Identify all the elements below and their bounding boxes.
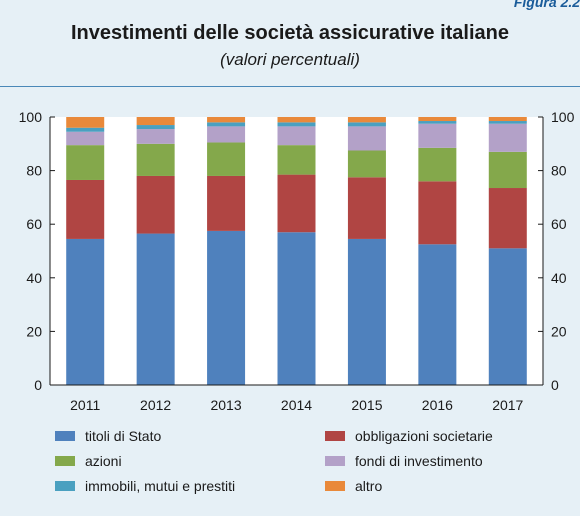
bar-segment bbox=[347, 126, 386, 151]
bar-segment bbox=[207, 230, 246, 385]
legend-swatch bbox=[325, 456, 345, 466]
title-divider bbox=[0, 86, 580, 87]
legend-label: immobili, mutui e prestiti bbox=[85, 478, 236, 494]
y-tick-label-right: 40 bbox=[551, 270, 567, 286]
legend-label: azioni bbox=[85, 453, 122, 469]
bar-segment bbox=[277, 232, 316, 385]
bar-segment bbox=[418, 181, 457, 245]
bar-segment bbox=[136, 125, 175, 130]
bar-segment bbox=[136, 175, 175, 234]
bar-segment bbox=[207, 117, 246, 123]
bar-segment bbox=[418, 123, 457, 148]
x-tick-label: 2016 bbox=[422, 397, 453, 413]
y-tick-label-right: 60 bbox=[551, 216, 567, 232]
y-tick-label-right: 20 bbox=[551, 323, 567, 339]
figure-label: Figura 2.2 bbox=[513, 0, 580, 10]
bar-segment bbox=[277, 126, 316, 146]
y-tick-label-right: 0 bbox=[551, 377, 559, 393]
bar-segment bbox=[66, 131, 105, 146]
bar-segment bbox=[418, 121, 457, 124]
bar-segment bbox=[136, 143, 175, 176]
bar-segment bbox=[66, 145, 105, 180]
bar-segment bbox=[488, 121, 527, 124]
x-tick-label: 2012 bbox=[140, 397, 171, 413]
bar-segment bbox=[66, 127, 105, 132]
y-tick-label-left: 80 bbox=[26, 163, 42, 179]
bar-segment bbox=[136, 129, 175, 144]
bar-segment bbox=[418, 244, 457, 385]
legend-label: titoli di Stato bbox=[85, 428, 162, 444]
y-tick-label-left: 20 bbox=[26, 323, 42, 339]
x-tick-label: 2015 bbox=[351, 397, 382, 413]
legend-swatch bbox=[55, 456, 75, 466]
legend-item: obbligazioni societarie bbox=[325, 427, 493, 445]
legend-label: altro bbox=[355, 478, 383, 494]
bar-segment bbox=[347, 150, 386, 178]
legend-swatch bbox=[325, 431, 345, 441]
y-tick-label-right: 80 bbox=[551, 163, 567, 179]
bar-segment bbox=[488, 248, 527, 385]
bar-segment bbox=[207, 175, 246, 231]
x-tick-label: 2013 bbox=[210, 397, 241, 413]
bar-segment bbox=[347, 238, 386, 385]
legend-swatch bbox=[55, 431, 75, 441]
bar-segment bbox=[488, 188, 527, 249]
bar-segment bbox=[277, 145, 316, 175]
bar-segment bbox=[66, 238, 105, 385]
bar-segment bbox=[136, 117, 175, 126]
stacked-bar-chart: 2011 2012 2013 2014 2015 2016 2017 0 0 20 20 40 40 60… bbox=[19, 109, 575, 413]
bar-segment bbox=[277, 122, 316, 127]
bar-segment bbox=[207, 126, 246, 143]
legend-item: fondi di investimento bbox=[325, 452, 483, 470]
bar-segment bbox=[66, 117, 105, 128]
legend-item: titoli di Stato bbox=[55, 427, 161, 445]
chart-subtitle: (valori percentuali) bbox=[220, 50, 360, 69]
legend-swatch bbox=[55, 481, 75, 491]
bar-segment bbox=[136, 233, 175, 385]
legend-label: obbligazioni societarie bbox=[355, 428, 493, 444]
legend-item: immobili, mutui e prestiti bbox=[55, 477, 235, 495]
x-tick-label: 2011 bbox=[70, 397, 100, 413]
bar-segment bbox=[277, 117, 316, 123]
x-tick-label: 2017 bbox=[492, 397, 523, 413]
legend-item: altro bbox=[325, 477, 382, 495]
bar-segment bbox=[207, 142, 246, 176]
bar-segment bbox=[347, 117, 386, 123]
x-tick-label: 2014 bbox=[281, 397, 312, 413]
bar-segment bbox=[277, 174, 316, 233]
legend-swatch bbox=[325, 481, 345, 491]
bar-segment bbox=[207, 122, 246, 127]
bar-segment bbox=[488, 117, 527, 122]
y-tick-label-left: 40 bbox=[26, 270, 42, 286]
y-tick-label-left: 60 bbox=[26, 216, 42, 232]
bar-segment bbox=[347, 122, 386, 127]
bar-segment bbox=[347, 177, 386, 239]
legend-label: fondi di investimento bbox=[355, 453, 483, 469]
bar-segment bbox=[488, 123, 527, 152]
bar-segment bbox=[488, 151, 527, 189]
y-tick-label-right: 100 bbox=[551, 109, 575, 125]
bar-segment bbox=[418, 117, 457, 122]
bar-segment bbox=[418, 147, 457, 182]
bar-segment bbox=[66, 179, 105, 239]
legend-item: azioni bbox=[55, 452, 122, 470]
y-tick-label-left: 0 bbox=[34, 377, 42, 393]
y-tick-label-left: 100 bbox=[19, 109, 43, 125]
chart-title: Investimenti delle società assicurative … bbox=[71, 22, 509, 44]
